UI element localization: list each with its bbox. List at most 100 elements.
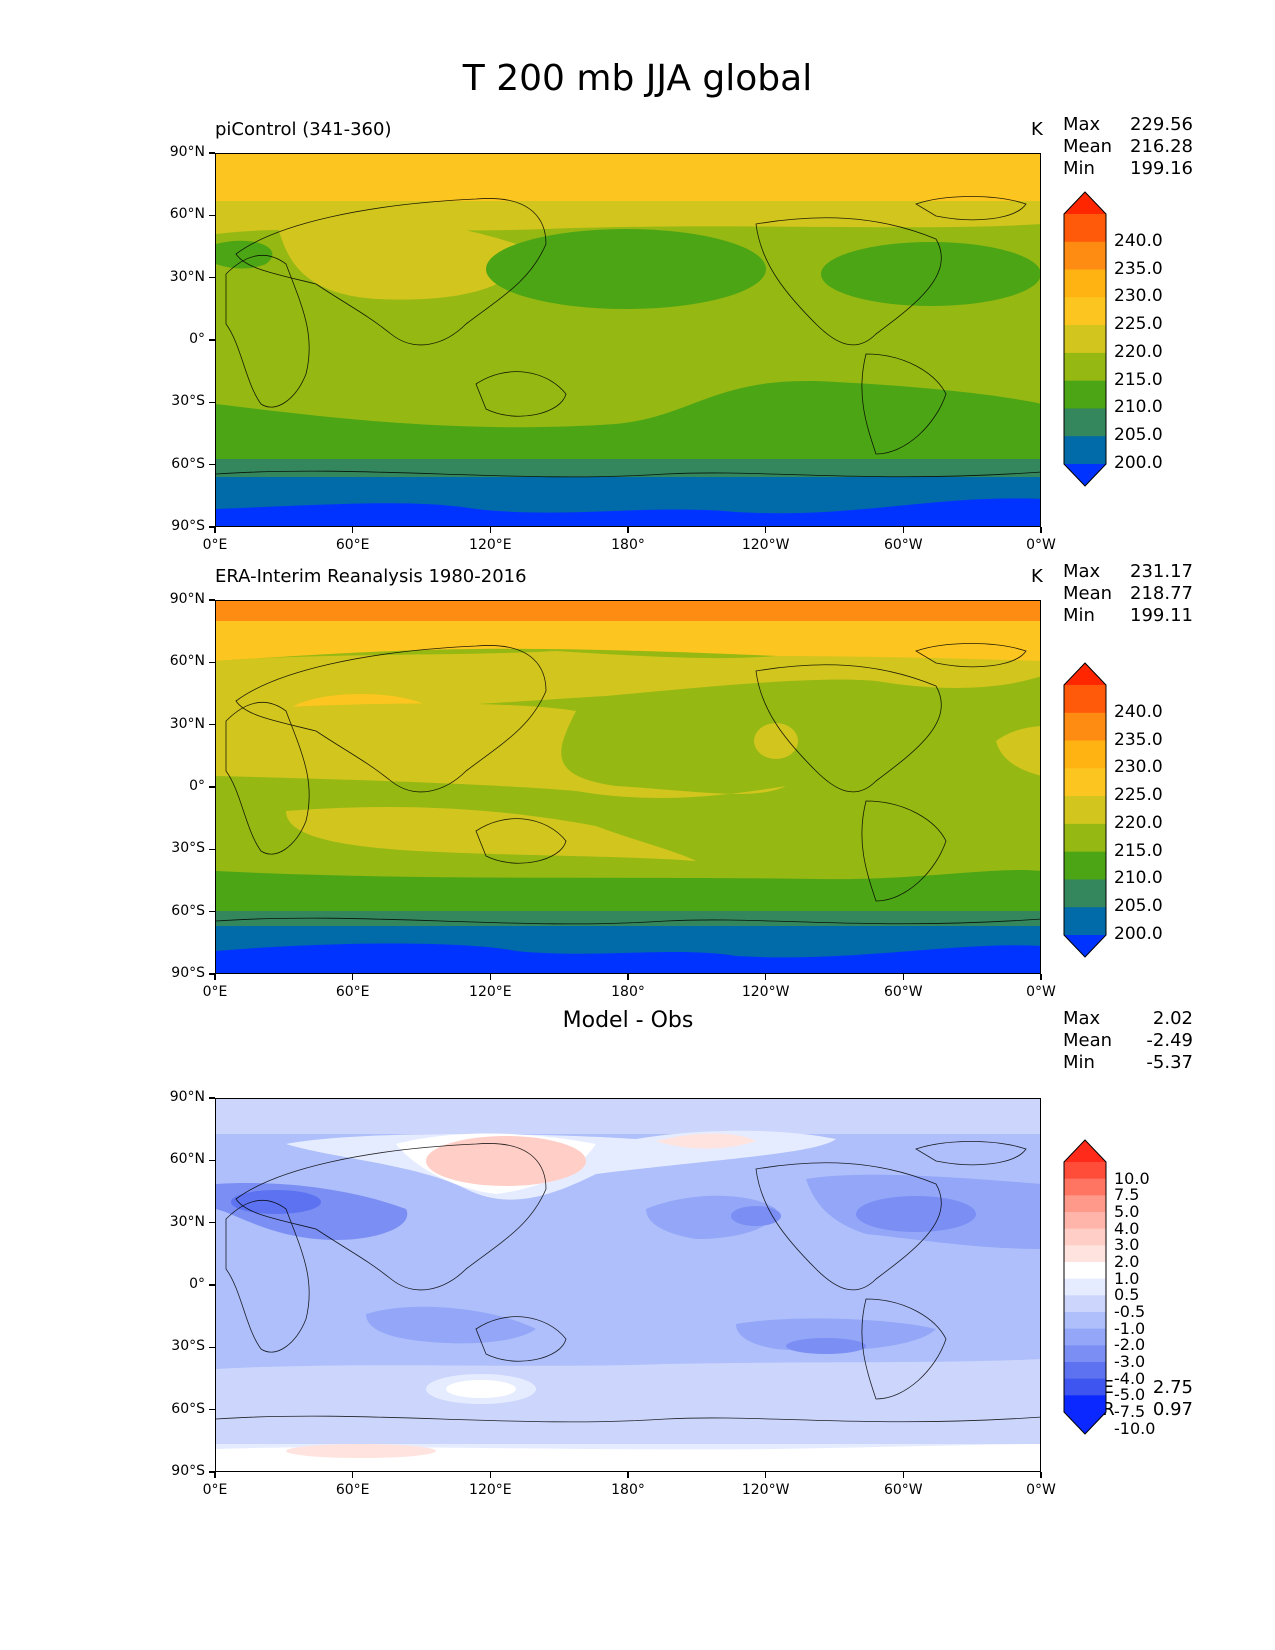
- x-tick-mark: [764, 974, 767, 980]
- y-tick-mark: [209, 599, 215, 601]
- y-tick-mark: [209, 973, 215, 975]
- colorbar-segment: [1064, 1178, 1106, 1196]
- colorbar-segment: [1064, 685, 1106, 714]
- x-tick-label: 60°W: [883, 1482, 923, 1498]
- colorbar-segment: [1064, 269, 1106, 298]
- stat-label: Mean: [1063, 1030, 1113, 1051]
- y-tick-label: 60°S: [171, 1400, 205, 1417]
- stats-block: Max 229.56 Mean 216.28 Min 199.16: [1063, 114, 1193, 180]
- y-tick-label: 60°S: [171, 455, 205, 472]
- figure-title: T 200 mb JJA global: [462, 58, 813, 99]
- colorbar-segment: [1064, 1328, 1106, 1346]
- colorbar: [1063, 1139, 1107, 1435]
- colorbar-segment: [1064, 712, 1106, 742]
- x-tick-mark: [351, 1472, 354, 1478]
- stat-label: Mean: [1063, 136, 1113, 157]
- colorbar-segment: [1064, 1345, 1106, 1363]
- colorbar-segment: [1064, 325, 1106, 354]
- x-tick-label: 120°E: [469, 537, 512, 553]
- x-tick-label: 60°E: [335, 537, 370, 553]
- x-tick-label: 0°W: [1026, 984, 1056, 1000]
- stat-label: Max: [1063, 561, 1101, 582]
- stat-value: 2.02: [1152, 1008, 1193, 1029]
- colorbar-tick-label: 210.0: [1114, 397, 1163, 418]
- x-tick-mark: [1040, 527, 1042, 533]
- x-tick-label: 60°E: [335, 1482, 370, 1498]
- colorbar-tick-label: 1.0: [1114, 1268, 1140, 1288]
- colorbar-tick-label: -4.0: [1114, 1368, 1146, 1388]
- x-tick-mark: [902, 974, 905, 980]
- colorbar-tick-label: 220.0: [1114, 341, 1163, 362]
- colorbar-segment: [1064, 1278, 1106, 1296]
- stat-label: Max: [1063, 1008, 1101, 1029]
- colorbar-segment: [1064, 907, 1106, 936]
- map-plot: [215, 600, 1041, 974]
- x-tick-label: 0°E: [202, 984, 228, 1000]
- colorbar-tick-label: 4.0: [1114, 1218, 1140, 1238]
- y-tick-mark: [209, 910, 215, 913]
- colorbar-extend-top: [1064, 192, 1106, 214]
- colorbar-segment: [1064, 851, 1106, 880]
- colorbar-segment: [1064, 1395, 1106, 1413]
- y-tick-label: 90°S: [171, 965, 205, 981]
- stat-label: Max: [1063, 114, 1101, 135]
- x-tick-mark: [351, 974, 354, 980]
- units-label: K: [1031, 119, 1043, 140]
- x-tick-mark: [764, 1472, 767, 1478]
- stat-label: Min: [1063, 605, 1095, 626]
- y-tick-label: 0°: [189, 1276, 205, 1292]
- y-tick-mark: [209, 339, 215, 341]
- colorbar-segment: [1064, 879, 1106, 908]
- y-tick-label: 0°: [189, 778, 205, 794]
- colorbar-tick-label: 225.0: [1114, 785, 1163, 806]
- x-tick-label: 120°W: [741, 537, 790, 553]
- stat-value: 218.77: [1130, 583, 1193, 604]
- units-label: K: [1031, 566, 1043, 587]
- x-tick-mark: [627, 527, 629, 533]
- y-tick-label: 60°S: [171, 902, 205, 919]
- colorbar-tick-label: -0.5: [1114, 1302, 1146, 1321]
- colorbar-segment: [1064, 768, 1106, 797]
- stat-value: 199.16: [1130, 158, 1193, 179]
- colorbar-tick-label: 205.0: [1114, 425, 1163, 446]
- x-tick-label: 0°W: [1026, 1482, 1056, 1498]
- y-tick-label: 60°N: [169, 206, 205, 223]
- colorbar-segment: [1064, 1295, 1106, 1313]
- y-tick-mark: [209, 1221, 215, 1224]
- colorbar-tick-label: 5.0: [1114, 1202, 1140, 1221]
- stat-value: 199.11: [1130, 605, 1193, 626]
- y-tick-label: 90°S: [171, 1463, 205, 1479]
- x-tick-mark: [214, 527, 216, 533]
- stats-block: Max 2.02 Mean -2.49 Min -5.37: [1063, 1008, 1193, 1074]
- colorbar-segment: [1064, 436, 1106, 465]
- y-tick-label: 30°S: [171, 393, 205, 410]
- stat-value: -5.37: [1146, 1052, 1193, 1073]
- y-tick-mark: [209, 661, 215, 664]
- colorbar-tick-label: 225.0: [1114, 314, 1163, 335]
- y-tick-mark: [209, 152, 215, 154]
- colorbar-tick-label: 220.0: [1114, 812, 1163, 833]
- x-tick-mark: [351, 527, 354, 533]
- colorbar-tick-label: 230.0: [1114, 286, 1163, 307]
- colorbar-segment: [1064, 1212, 1106, 1230]
- x-tick-label: 120°W: [741, 984, 790, 1000]
- colorbar: [1063, 662, 1107, 958]
- colorbar-extend-top: [1064, 1140, 1106, 1162]
- colorbar-segment: [1064, 1195, 1106, 1213]
- colorbar-extend-bottom: [1064, 935, 1106, 957]
- colorbar-tick-label: 215.0: [1114, 840, 1163, 861]
- colorbar-segment: [1064, 823, 1106, 853]
- colorbar-tick-label: 200.0: [1114, 453, 1163, 473]
- x-tick-label: 0°E: [202, 1482, 228, 1498]
- colorbar-tick-label: -10.0: [1114, 1418, 1156, 1438]
- x-tick-mark: [489, 974, 492, 980]
- y-tick-mark: [209, 1159, 215, 1162]
- colorbar-tick-label: -2.0: [1114, 1335, 1146, 1355]
- colorbar-tick-label: -7.5: [1114, 1402, 1146, 1421]
- panel-picontrol: piControl (341-360) K Max 229.56 Mean 216.…: [0, 0, 1275, 527]
- y-tick-label: 30°S: [171, 1338, 205, 1355]
- x-tick-label: 0°E: [202, 537, 228, 553]
- y-tick-mark: [209, 1408, 215, 1411]
- stat-label: Min: [1063, 158, 1095, 179]
- colorbar-extend-bottom: [1064, 1412, 1106, 1434]
